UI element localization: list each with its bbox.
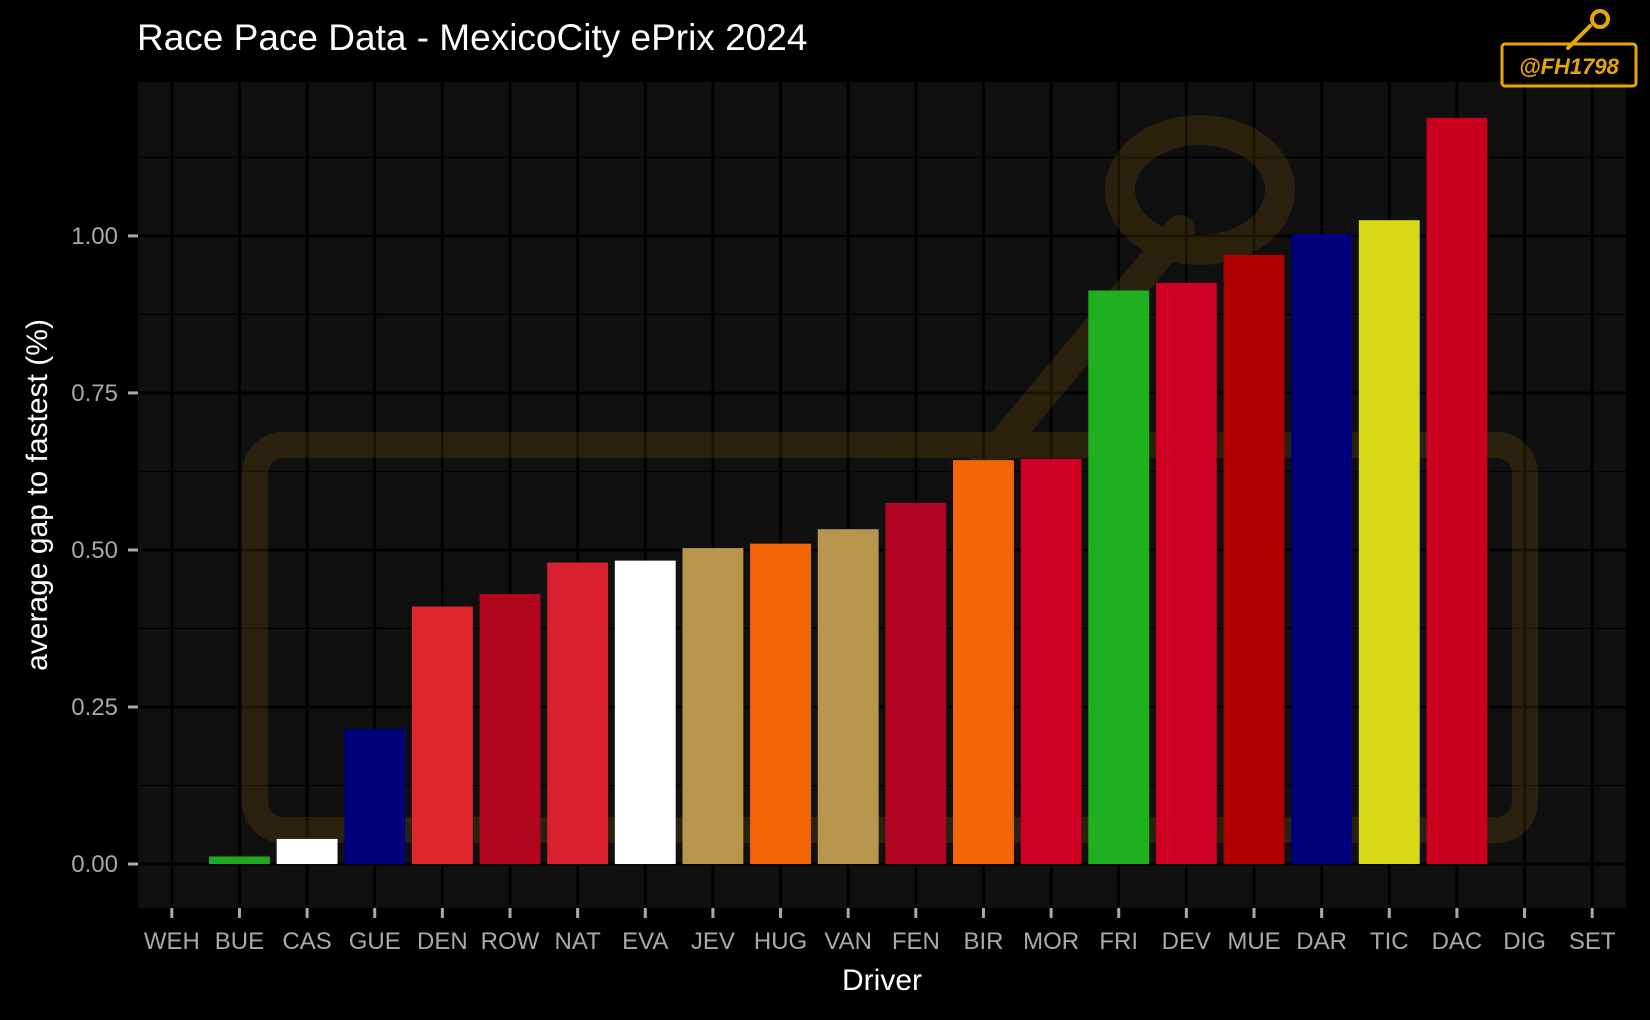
x-tick-label-fri: FRI [1099,928,1138,955]
bar-mor [1020,458,1082,865]
bar-jev [682,548,744,865]
bar-gue [344,728,406,865]
bar-van [817,529,879,865]
x-tick-label-mor: MOR [1023,928,1079,955]
x-tick-label-nat: NAT [555,928,602,955]
x-tick-label-dac: DAC [1432,928,1483,955]
y-tick-label: 0.25 [71,694,118,721]
x-tick-label-fen: FEN [892,928,940,955]
chart-title: Race Pace Data - MexicoCity ePrix 2024 [137,17,807,58]
watermark-key-shaft [965,215,1195,485]
bar-fen [885,502,947,865]
x-tick-label-bir: BIR [963,928,1003,955]
y-tick-label: 0.75 [71,380,118,407]
logo-key-ring [1590,9,1610,29]
bar-hug [750,543,811,865]
bar-den [411,606,473,865]
bar-dac [1426,117,1488,865]
bar-cas [276,838,338,865]
logo-key-shaft [1566,24,1592,50]
x-tick-label-den: DEN [417,928,468,955]
logo-text: @FH1798 [1519,54,1619,79]
x-tick-label-van: VAN [824,928,872,955]
bar-row [479,593,541,865]
x-tick-label-dar: DAR [1296,928,1347,955]
x-tick-label-mue: MUE [1227,928,1280,955]
x-axis: WEH BUE CAS GUE DEN ROW NAT EVA JEV HUG VAN FEN BIR M… [144,908,1616,955]
bar-eva [614,560,676,865]
y-tick-label: 0.00 [71,851,118,878]
x-tick-label-tic: TIC [1370,928,1409,955]
bar-tic [1358,220,1420,865]
watermark-key-ring [1105,115,1295,265]
x-tick-label-cas: CAS [282,928,331,955]
x-axis-title: Driver [842,964,922,997]
bar-fri [1088,290,1150,865]
y-axis-title: average gap to fastest (%) [21,319,54,671]
x-tick-label-set: SET [1569,928,1616,955]
y-tick-label: 0.50 [71,537,118,564]
bar-bue [209,856,270,865]
y-axis: 0.00 0.25 0.50 0.75 1.00 [71,223,138,878]
x-tick-label-dig: DIG [1503,928,1546,955]
x-tick-label-dev: DEV [1162,928,1211,955]
watermark-logo: @FH1798 [1500,9,1638,88]
x-tick-label-gue: GUE [349,928,401,955]
logo-frame [1500,42,1638,88]
bars [209,117,1488,865]
x-tick-label-hug: HUG [754,928,807,955]
bar-nat [547,562,609,865]
x-tick-label-jev: JEV [691,928,735,955]
bar-dar [1291,234,1353,865]
x-tick-label-row: ROW [481,928,540,955]
bar-bir [953,460,1014,865]
x-tick-label-bue: BUE [215,928,264,955]
bar-mue [1223,254,1285,865]
bar-dev [1155,283,1217,865]
x-tick-label-weh: WEH [144,928,200,955]
y-tick-label: 1.00 [71,223,118,250]
x-tick-label-eva: EVA [622,928,668,955]
